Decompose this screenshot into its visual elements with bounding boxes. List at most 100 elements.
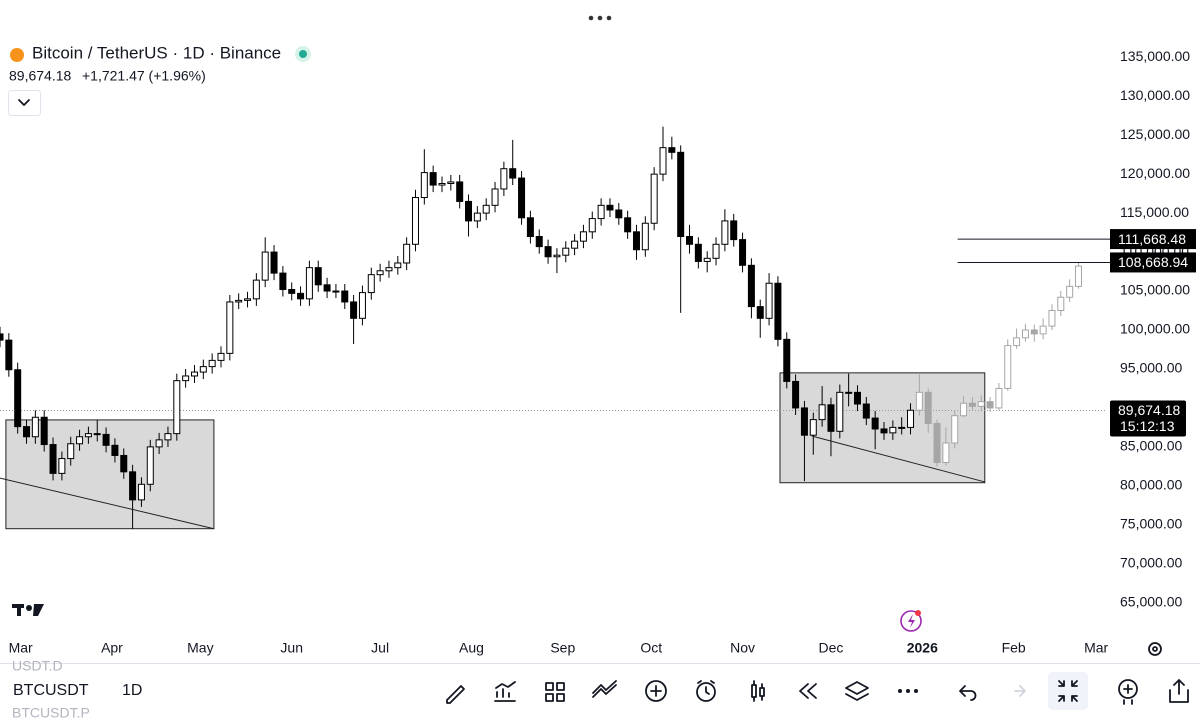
candle-body xyxy=(76,436,84,445)
candle-body xyxy=(915,391,923,411)
candle-body xyxy=(49,444,57,474)
candle-body xyxy=(129,471,137,501)
candle-body xyxy=(933,423,941,463)
candle-body xyxy=(323,284,331,292)
candle-body xyxy=(155,439,163,448)
level-tag xyxy=(1110,252,1196,273)
candle-body xyxy=(1021,329,1029,339)
countdown: 15:12:13 xyxy=(1120,418,1175,434)
candle-body xyxy=(217,352,225,361)
y-tick-label: 120,000.00 xyxy=(1120,165,1190,181)
y-tick-label: 70,000.00 xyxy=(1120,554,1182,570)
last-price-tag xyxy=(1110,400,1186,437)
candle-body xyxy=(730,220,738,241)
candle-body xyxy=(226,301,234,354)
plot-area xyxy=(0,126,1105,530)
x-tick-label: Jun xyxy=(280,640,303,656)
candle-body xyxy=(694,243,702,262)
trend-line xyxy=(0,477,215,530)
price: 89,674.18 xyxy=(9,68,71,84)
candle-body xyxy=(164,433,172,441)
y-tick-label: 95,000.00 xyxy=(1120,360,1182,376)
symbol-below: BTCUSDT.P xyxy=(12,705,90,720)
candle-body xyxy=(491,188,499,206)
candle-body xyxy=(951,415,959,444)
candle-body xyxy=(809,419,817,436)
candle-body xyxy=(23,426,31,438)
candle-body xyxy=(447,181,455,185)
candle-body xyxy=(995,387,1003,409)
candle-body xyxy=(1039,325,1047,335)
candle-body xyxy=(827,404,835,432)
candle-body xyxy=(146,446,154,485)
level-label: 108,668.94 xyxy=(1118,254,1188,270)
candle-body xyxy=(544,246,552,258)
y-tick-label: 130,000.00 xyxy=(1120,87,1190,103)
candle-body xyxy=(853,391,861,405)
candle-body xyxy=(5,339,13,371)
candle-body xyxy=(1074,265,1082,287)
candle-body xyxy=(924,391,932,425)
candle-body xyxy=(818,404,826,421)
toolbar-icons[interactable] xyxy=(446,672,1189,710)
candle-body xyxy=(659,147,667,175)
x-tick-label: Feb xyxy=(1002,640,1026,656)
candle-body xyxy=(208,359,216,368)
candle-body xyxy=(509,168,517,179)
candle-body xyxy=(429,172,437,186)
candle-body xyxy=(84,433,92,438)
candle-body xyxy=(624,217,632,233)
candle-body xyxy=(606,204,614,211)
candle-body xyxy=(31,416,39,438)
flash-icon[interactable] xyxy=(900,610,922,632)
y-tick-label: 65,000.00 xyxy=(1120,593,1182,609)
toolbar-symbol[interactable]: BTCUSDT xyxy=(13,682,89,699)
candle-body xyxy=(526,217,534,237)
candle-body xyxy=(1048,310,1056,327)
candle-body xyxy=(871,417,879,430)
y-tick-label: 80,000.00 xyxy=(1120,477,1182,493)
candle-body xyxy=(836,391,844,432)
candle-body xyxy=(597,204,605,220)
candle-body xyxy=(279,272,287,290)
candle-body xyxy=(668,147,676,153)
candle-body xyxy=(641,222,649,251)
y-tick-label: 85,000.00 xyxy=(1120,438,1182,454)
candle-body xyxy=(800,407,808,436)
candle-body xyxy=(305,267,313,300)
level-label: 111,668.48 xyxy=(1118,231,1186,247)
candle-body xyxy=(579,231,587,242)
candle-body xyxy=(518,177,526,219)
candle-body xyxy=(889,426,897,434)
x-tick-label: Mar xyxy=(9,640,33,656)
settings[interactable] xyxy=(1148,642,1162,656)
x-tick-label: Apr xyxy=(101,640,123,656)
candle-body xyxy=(332,290,340,293)
candle-body xyxy=(456,181,464,202)
symbol-above: USDT.D xyxy=(12,658,63,674)
candle-body xyxy=(783,338,791,382)
candle-body xyxy=(632,231,640,251)
candle-body xyxy=(845,391,853,394)
candle-body xyxy=(314,267,322,286)
candle-body xyxy=(376,270,384,276)
x-tick-label: Sep xyxy=(550,640,575,656)
candle-body xyxy=(482,204,490,214)
candle-body xyxy=(500,168,508,190)
toolbar-interval[interactable]: 1D xyxy=(122,682,142,699)
y-tick-label: 75,000.00 xyxy=(1120,516,1182,532)
collapse-button[interactable] xyxy=(8,90,41,116)
candle-body xyxy=(792,380,800,409)
symbol-title[interactable]: Bitcoin / TetherUS · 1D · Binance xyxy=(32,43,281,62)
candle-body xyxy=(58,458,66,474)
candle-body xyxy=(190,371,198,377)
x-tick-label: Mar xyxy=(1084,640,1108,656)
more-menu[interactable] xyxy=(588,15,612,21)
x-tick-label: May xyxy=(187,640,213,656)
level-tag xyxy=(1110,229,1196,250)
candle-body xyxy=(739,239,747,266)
candle-body xyxy=(137,483,145,501)
y-tick-label: 100,000.00 xyxy=(1120,321,1190,337)
candle-body xyxy=(235,299,243,303)
